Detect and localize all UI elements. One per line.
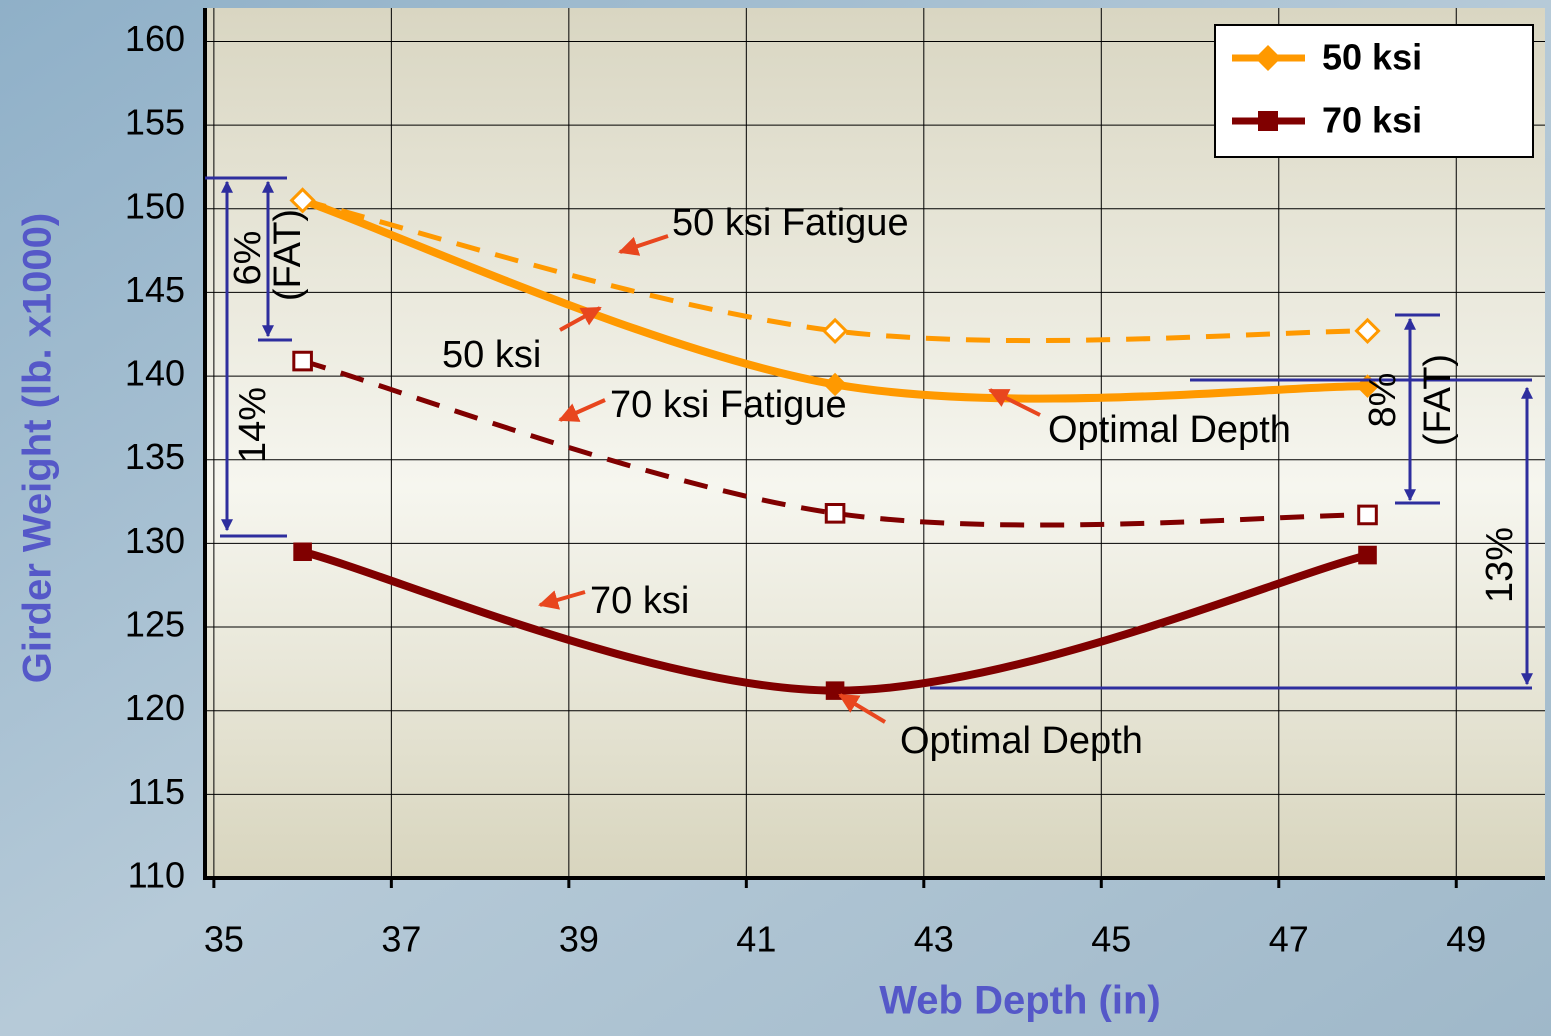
series-annotation: 50 ksi [442, 334, 541, 376]
annotation: 6% [227, 231, 269, 286]
x-tick-label: 35 [204, 919, 244, 960]
x-axis-title: Web Depth (in) [879, 979, 1160, 1023]
x-tick-label: 49 [1446, 919, 1486, 960]
marker [294, 543, 312, 561]
series-annotation: 70 ksi Fatigue [610, 384, 847, 426]
y-tick-label: 135 [125, 436, 185, 477]
y-axis-title: Girder Weight (lb. x1000) [16, 213, 60, 684]
y-tick-label: 130 [125, 520, 185, 561]
x-tick-label: 45 [1091, 919, 1131, 960]
annotation: 13% [1479, 527, 1521, 603]
y-tick-label: 125 [125, 604, 185, 645]
y-tick-label: 120 [125, 687, 185, 728]
legend-label: 70 ksi [1322, 100, 1422, 141]
marker [1359, 546, 1377, 564]
annotation: Optimal Depth [1048, 409, 1291, 451]
y-tick-label: 160 [125, 18, 185, 59]
y-tick-label: 145 [125, 269, 185, 310]
x-tick-label: 37 [381, 919, 421, 960]
annotation: 8% [1362, 373, 1404, 428]
x-tick-label: 39 [559, 919, 599, 960]
series-annotation: 50 ksi Fatigue [672, 202, 909, 244]
y-tick-label: 115 [128, 771, 185, 812]
legend-label: 50 ksi [1322, 37, 1422, 78]
y-tick-label: 150 [125, 185, 185, 226]
legend-marker [1258, 111, 1278, 131]
annotation: (FAT) [1417, 354, 1459, 446]
x-tick-label: 43 [914, 919, 954, 960]
annotation: 14% [232, 387, 274, 463]
y-tick-label: 155 [125, 102, 185, 143]
x-tick-label: 47 [1269, 919, 1309, 960]
annotation: Optimal Depth [900, 720, 1143, 762]
marker [826, 504, 844, 522]
x-tick-label: 41 [736, 919, 776, 960]
page: {"chart_data":{"type":"line", "x_label":… [0, 0, 1551, 1036]
chart: Web Depth (in) Girder Weight (lb. x1000)… [0, 0, 1551, 1036]
y-tick-label: 140 [125, 353, 185, 394]
y-tick-label: 110 [128, 855, 185, 896]
marker [294, 352, 312, 370]
annotation: (FAT) [267, 209, 309, 301]
marker [1359, 506, 1377, 524]
series-annotation: 70 ksi [590, 580, 689, 622]
